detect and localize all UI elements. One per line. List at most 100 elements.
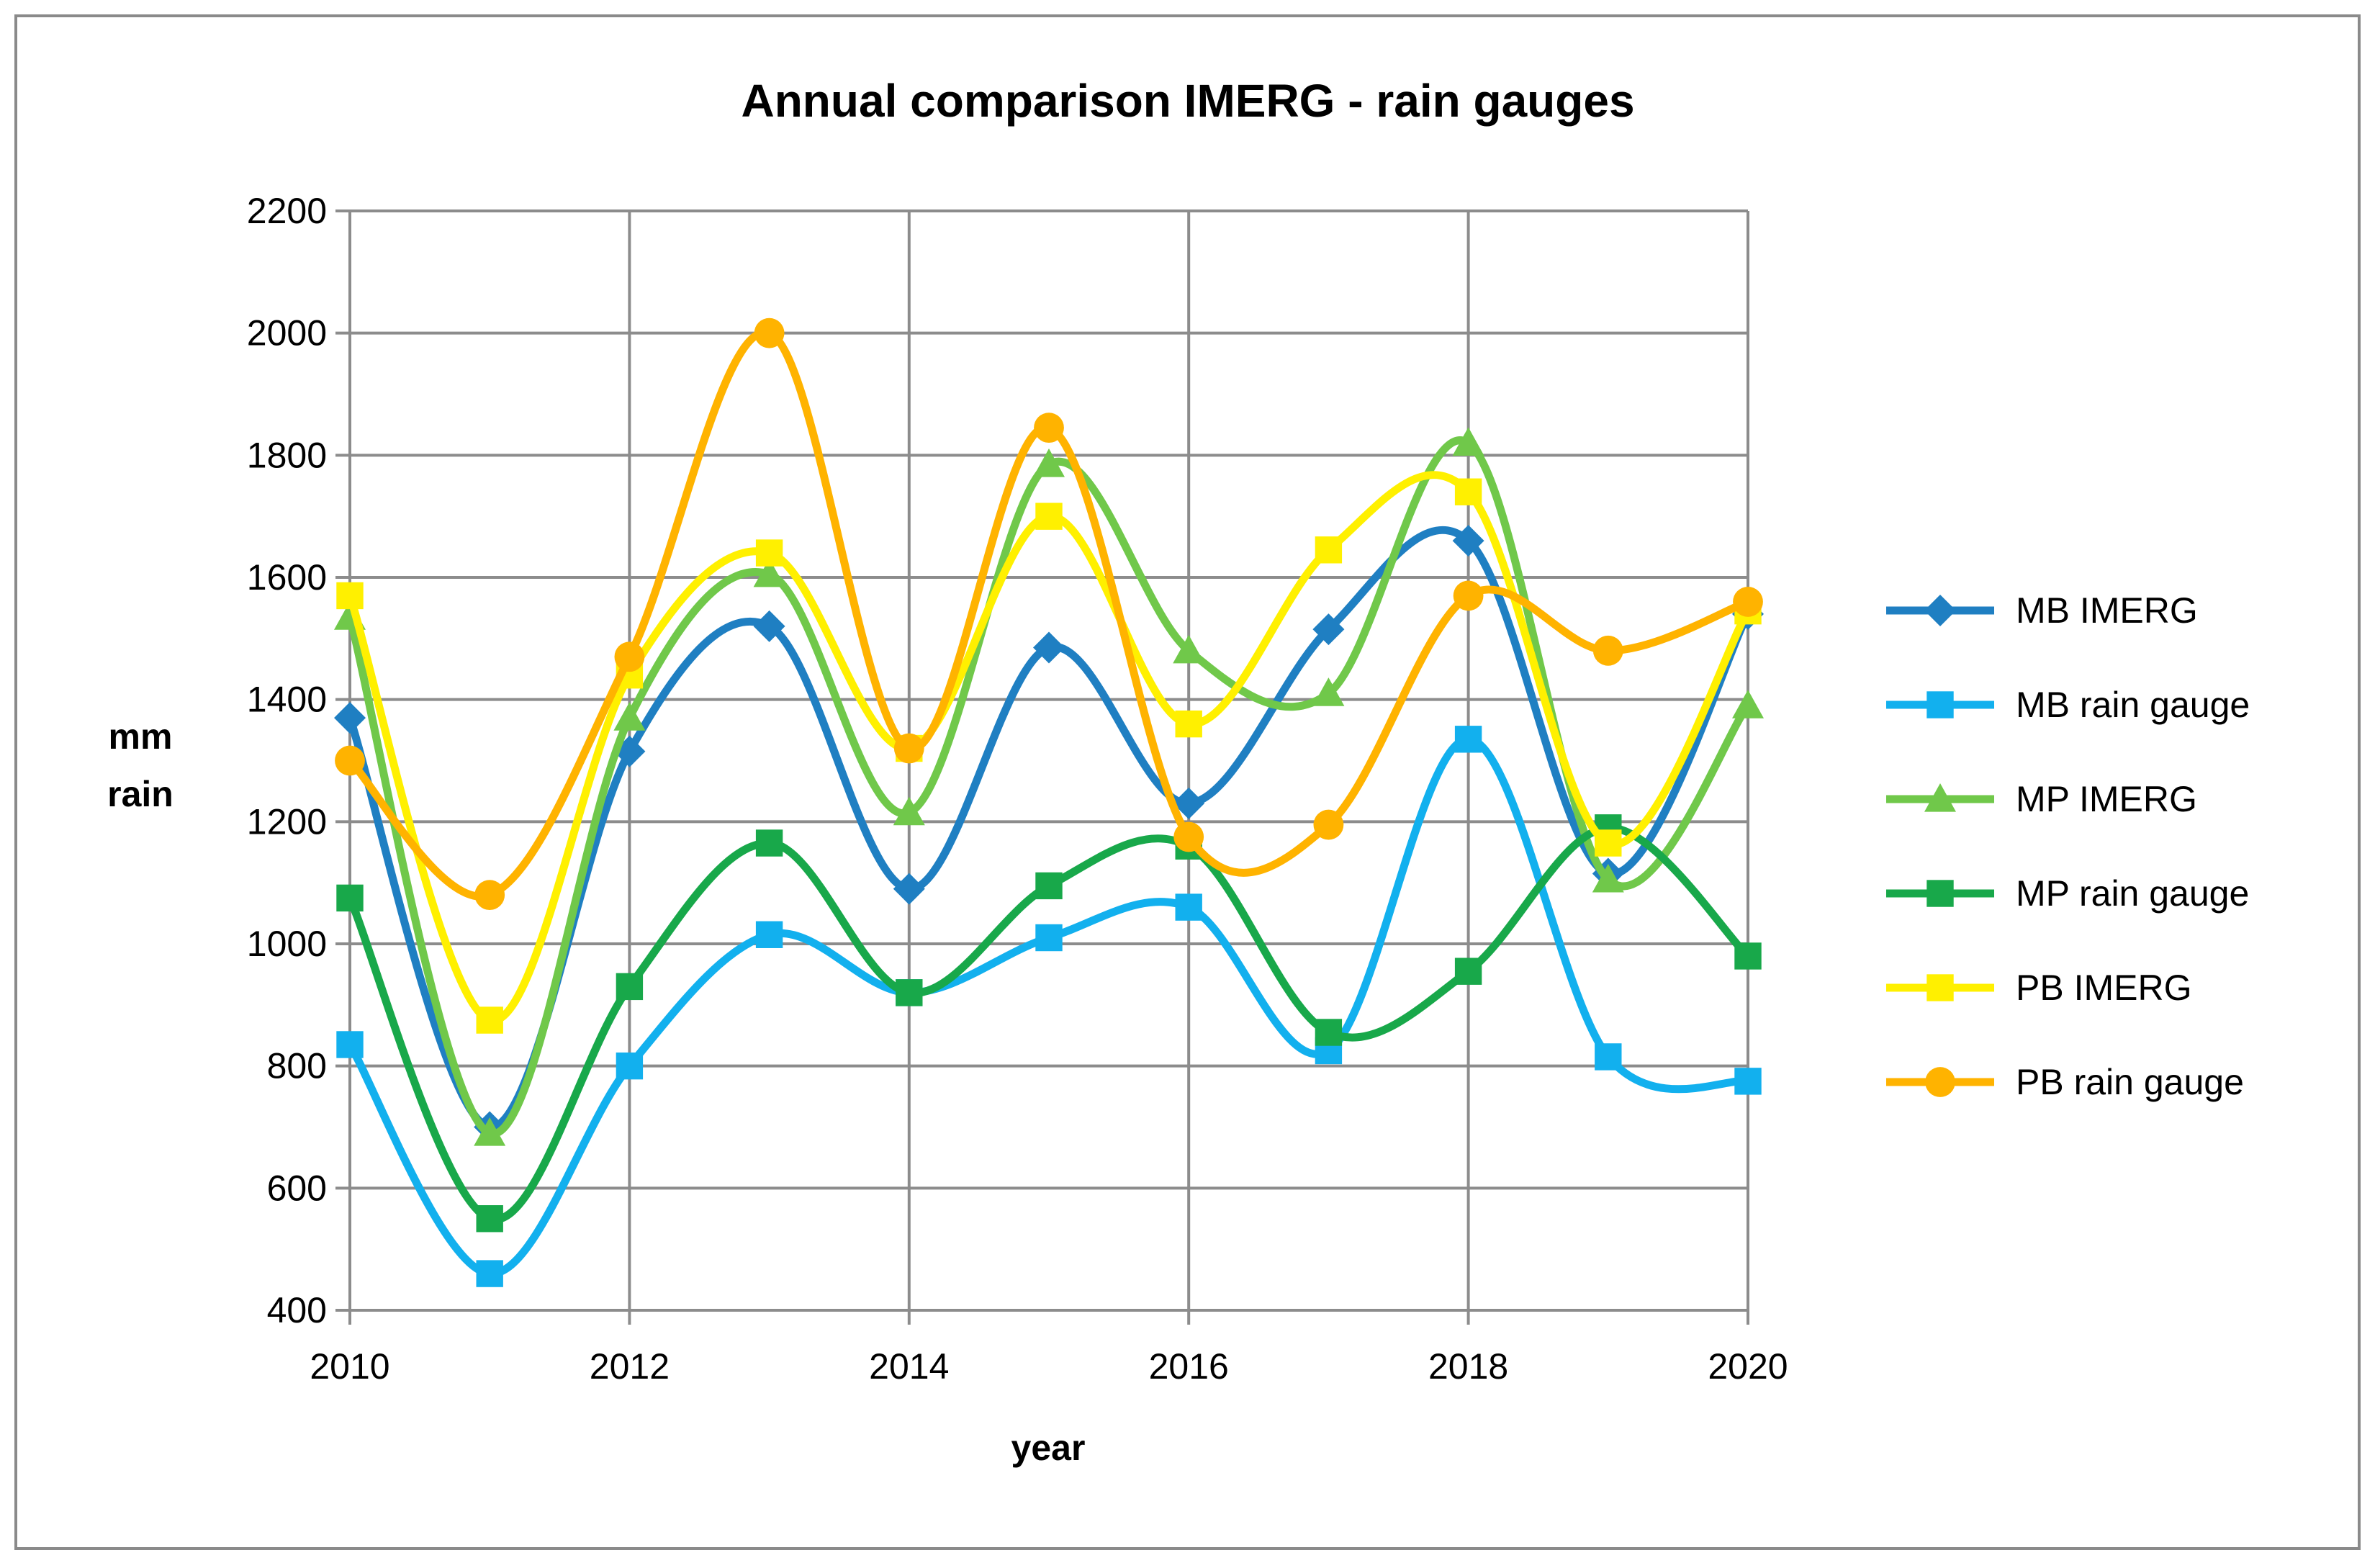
y-tick-label: 400 — [267, 1290, 327, 1330]
x-tick-label: 2016 — [1149, 1346, 1229, 1387]
data-point — [613, 702, 646, 731]
data-point — [1175, 710, 1202, 738]
legend-marker — [1926, 974, 1954, 1001]
legend-label: MB rain gauge — [2016, 685, 2250, 725]
legend-label: MP IMERG — [2016, 779, 2197, 819]
x-tick-labels: 2010 2012 2014 2016 2018 2020 — [310, 1346, 1788, 1387]
legend-label: MB IMERG — [2016, 590, 2198, 631]
data-point — [1313, 809, 1344, 840]
data-point — [614, 641, 645, 672]
data-point — [1035, 503, 1063, 530]
data-point — [1033, 631, 1065, 664]
series-line — [346, 735, 1752, 1278]
legend-label: MP rain gauge — [2016, 873, 2249, 914]
data-point — [1173, 787, 1205, 819]
data-point — [1732, 690, 1764, 718]
x-tick-label: 2014 — [869, 1346, 949, 1387]
data-point — [755, 921, 783, 948]
legend-item-mp-imerg: MP IMERG — [1886, 779, 2197, 819]
series-line — [346, 824, 1752, 1224]
y-tick-label: 1000 — [247, 924, 327, 964]
data-point — [335, 745, 365, 776]
y-axis-label-line-2: rain — [107, 774, 173, 814]
data-point — [754, 317, 785, 348]
x-tick-label: 2018 — [1428, 1346, 1508, 1387]
y-tick-label: 2000 — [247, 313, 327, 353]
data-point — [893, 733, 924, 764]
x-tick-label: 2010 — [310, 1346, 389, 1387]
data-point — [1033, 449, 1065, 477]
legend-marker — [1925, 1067, 1955, 1097]
legend-item-pb-rain-gauge: PB rain gauge — [1886, 1062, 2244, 1102]
series-line — [346, 471, 1752, 1024]
data-point — [336, 1031, 364, 1058]
x-tick-label: 2020 — [1708, 1346, 1788, 1387]
legend-marker — [1926, 691, 1954, 718]
data-point — [1454, 726, 1482, 753]
data-point — [336, 884, 364, 912]
x-axis-label: year — [1011, 1428, 1086, 1468]
legend-marker — [1926, 880, 1954, 907]
data-point — [755, 829, 783, 857]
series-layer — [334, 317, 1764, 1287]
data-point — [1315, 1019, 1343, 1046]
y-tick-label: 800 — [267, 1046, 327, 1086]
legend-item-mb-rain-gauge: MB rain gauge — [1886, 685, 2250, 725]
data-point — [1452, 525, 1484, 557]
data-point — [474, 880, 505, 911]
data-point — [1454, 478, 1482, 505]
series-mp-imerg — [334, 427, 1764, 1146]
data-point — [1592, 863, 1624, 893]
y-tick-label: 1800 — [247, 435, 327, 475]
y-tick-label: 1600 — [247, 557, 327, 598]
data-point — [1452, 427, 1484, 456]
data-point — [755, 539, 783, 567]
chart-title: Annual comparison IMERG - rain gauges — [741, 75, 1634, 127]
data-point — [753, 610, 785, 642]
legend-label: PB IMERG — [2016, 968, 2191, 1008]
series-pb-rain-gauge — [335, 317, 1763, 911]
legend-item-pb-imerg: PB IMERG — [1886, 968, 2191, 1008]
legend: MB IMERG MB rain gauge MP IMERG MP rain gau… — [1886, 590, 2250, 1102]
data-point — [896, 979, 923, 1006]
data-point — [476, 1260, 503, 1287]
legend-item-mb-imerg: MB IMERG — [1886, 590, 2198, 631]
data-point — [1453, 580, 1484, 611]
y-tick-label: 1400 — [247, 680, 327, 720]
data-point — [1592, 635, 1623, 666]
legend-label: PB rain gauge — [2016, 1062, 2244, 1102]
y-tick-labels: 400 600 800 1000 1200 1400 1600 1800 2000 2200 — [247, 191, 327, 1330]
data-point — [1035, 872, 1063, 900]
data-point — [616, 973, 644, 1001]
data-point — [1312, 677, 1345, 706]
data-point — [1035, 924, 1063, 952]
data-point — [1733, 587, 1763, 617]
x-tick-label: 2012 — [590, 1346, 670, 1387]
data-point — [474, 1117, 506, 1146]
data-point — [1034, 413, 1064, 443]
data-point — [1595, 829, 1622, 857]
data-point — [1595, 1043, 1622, 1071]
data-point — [753, 558, 785, 587]
data-point — [616, 1052, 644, 1080]
legend-marker — [1924, 595, 1956, 626]
y-tick-label: 2200 — [247, 191, 327, 231]
data-point — [1175, 893, 1202, 921]
data-point — [1315, 536, 1343, 564]
data-point — [893, 796, 925, 826]
y-axis-label-line-1: mm — [109, 716, 173, 757]
legend-item-mp-rain-gauge: MP rain gauge — [1886, 873, 2249, 914]
data-point — [1454, 958, 1482, 985]
y-tick-label: 600 — [267, 1168, 327, 1208]
data-point — [1734, 942, 1762, 970]
legend-marker — [1924, 783, 1956, 812]
data-point — [893, 873, 925, 905]
data-point — [1312, 613, 1345, 646]
series-mb-rain-gauge — [336, 726, 1762, 1287]
data-point — [1173, 634, 1205, 664]
data-point — [1734, 1068, 1762, 1095]
data-point — [336, 582, 364, 610]
y-tick-label: 1200 — [247, 801, 327, 842]
